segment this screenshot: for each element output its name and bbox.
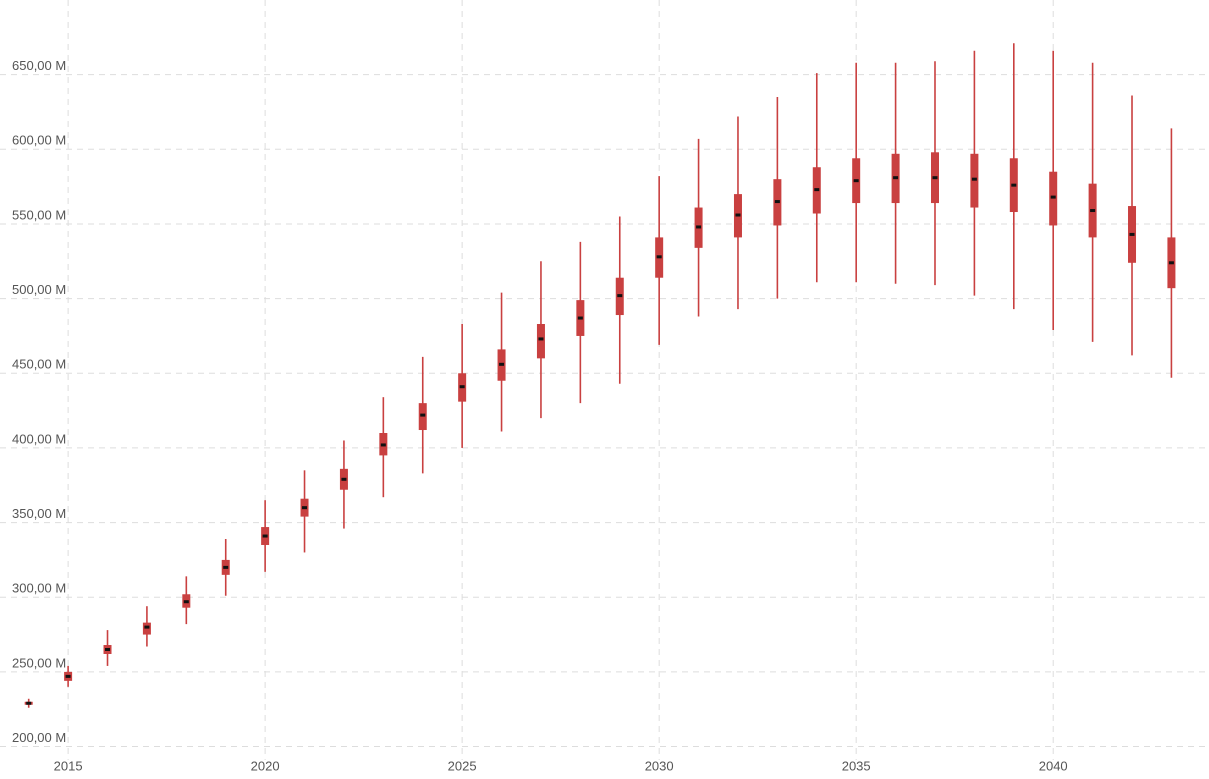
median — [617, 294, 623, 298]
median — [538, 337, 544, 341]
median — [577, 316, 583, 320]
y-tick-label: 300,00 M — [12, 581, 66, 596]
median — [696, 225, 702, 229]
y-tick-label: 350,00 M — [12, 506, 66, 521]
x-tick-label: 2030 — [645, 758, 674, 773]
median — [26, 701, 32, 705]
x-tick-label: 2025 — [448, 758, 477, 773]
x-tick-label: 2020 — [251, 758, 280, 773]
y-tick-label: 400,00 M — [12, 431, 66, 446]
median — [420, 413, 426, 417]
median — [380, 443, 386, 447]
box — [536, 324, 545, 359]
median — [893, 176, 899, 180]
y-tick-label: 500,00 M — [12, 282, 66, 297]
median — [144, 625, 150, 629]
median — [302, 506, 308, 510]
median — [971, 177, 977, 181]
median — [223, 565, 229, 569]
median — [105, 648, 111, 652]
median — [853, 179, 859, 183]
median — [341, 477, 347, 481]
median — [774, 200, 780, 204]
x-tick-label: 2035 — [842, 758, 871, 773]
median — [735, 213, 741, 217]
median — [183, 600, 189, 604]
median — [1011, 183, 1017, 187]
median — [65, 674, 71, 678]
y-tick-label: 200,00 M — [12, 730, 66, 745]
median — [1090, 209, 1096, 213]
y-tick-label: 600,00 M — [12, 133, 66, 148]
y-tick-label: 650,00 M — [12, 58, 66, 73]
x-tick-label: 2015 — [54, 758, 83, 773]
median — [262, 534, 268, 538]
median — [1168, 261, 1174, 265]
median — [1129, 232, 1135, 236]
y-tick-label: 550,00 M — [12, 207, 66, 222]
median — [932, 176, 938, 180]
y-tick-label: 450,00 M — [12, 357, 66, 372]
median — [814, 188, 820, 192]
median — [656, 255, 662, 259]
y-tick-label: 250,00 M — [12, 655, 66, 670]
median — [459, 385, 465, 389]
x-tick-label: 2040 — [1039, 758, 1068, 773]
median — [499, 362, 505, 366]
median — [1050, 195, 1056, 199]
